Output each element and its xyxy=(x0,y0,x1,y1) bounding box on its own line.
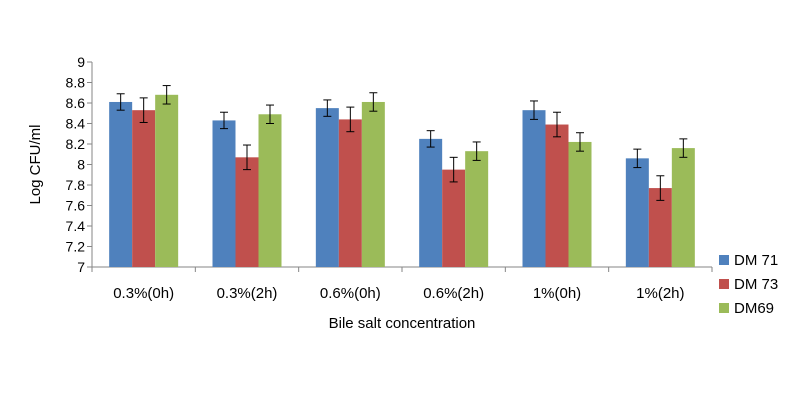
x-tick-label: 1%(2h) xyxy=(636,285,684,302)
bar xyxy=(315,108,339,267)
bar xyxy=(671,148,695,267)
y-axis-title: Log CFU/ml xyxy=(27,124,44,204)
bar xyxy=(625,158,649,267)
x-tick-label: 0.3%(0h) xyxy=(113,285,174,302)
y-tick-label: 7.6 xyxy=(66,198,86,214)
x-tick-label: 0.3%(2h) xyxy=(217,285,278,302)
legend-swatch xyxy=(719,303,729,313)
bar xyxy=(568,141,592,267)
y-tick-label: 7.8 xyxy=(66,177,86,193)
axes xyxy=(91,62,713,272)
legend-swatch xyxy=(719,255,729,265)
x-axis-title: Bile salt concentration xyxy=(329,315,476,332)
y-axis-ticks: 7 7.2 7.4 7.6 7.8 8 8.2 8.4 8.6 8.8 9 xyxy=(66,54,92,275)
y-tick-label: 9 xyxy=(77,54,85,70)
x-axis-categories: 0.3%(0h) 0.3%(2h) 0.6%(0h) 0.6%(2h) 1%(0h) 1%… xyxy=(113,285,684,302)
legend-label: DM 71 xyxy=(734,252,778,269)
bars xyxy=(109,85,695,268)
bar xyxy=(361,101,385,267)
y-tick-label: 8.6 xyxy=(66,95,86,111)
y-tick-label: 7.4 xyxy=(66,218,86,234)
x-tick-label: 0.6%(0h) xyxy=(320,285,381,302)
y-tick-label: 8.4 xyxy=(66,116,86,132)
bar xyxy=(442,169,466,267)
bar xyxy=(522,110,546,267)
bar xyxy=(419,138,443,267)
y-tick-label: 8 xyxy=(77,157,85,173)
bar xyxy=(258,114,282,268)
x-tick-label: 1%(0h) xyxy=(533,285,581,302)
y-tick-label: 8.2 xyxy=(66,136,86,152)
bar xyxy=(155,94,179,267)
legend-label: DM69 xyxy=(734,300,774,317)
legend-swatch xyxy=(719,279,729,289)
y-tick-label: 7 xyxy=(77,259,85,275)
bar xyxy=(235,157,259,267)
bar xyxy=(338,119,362,268)
legend: DM 71 DM 73 DM69 xyxy=(719,252,778,317)
y-tick-label: 7.2 xyxy=(66,239,86,255)
bar xyxy=(132,110,156,267)
bar xyxy=(465,151,489,267)
y-tick-label: 8.8 xyxy=(66,75,86,91)
legend-label: DM 73 xyxy=(734,276,778,293)
bar xyxy=(109,101,133,267)
bar xyxy=(212,120,236,267)
bar xyxy=(648,188,672,267)
bar xyxy=(545,124,569,268)
x-tick-label: 0.6%(2h) xyxy=(423,285,484,302)
